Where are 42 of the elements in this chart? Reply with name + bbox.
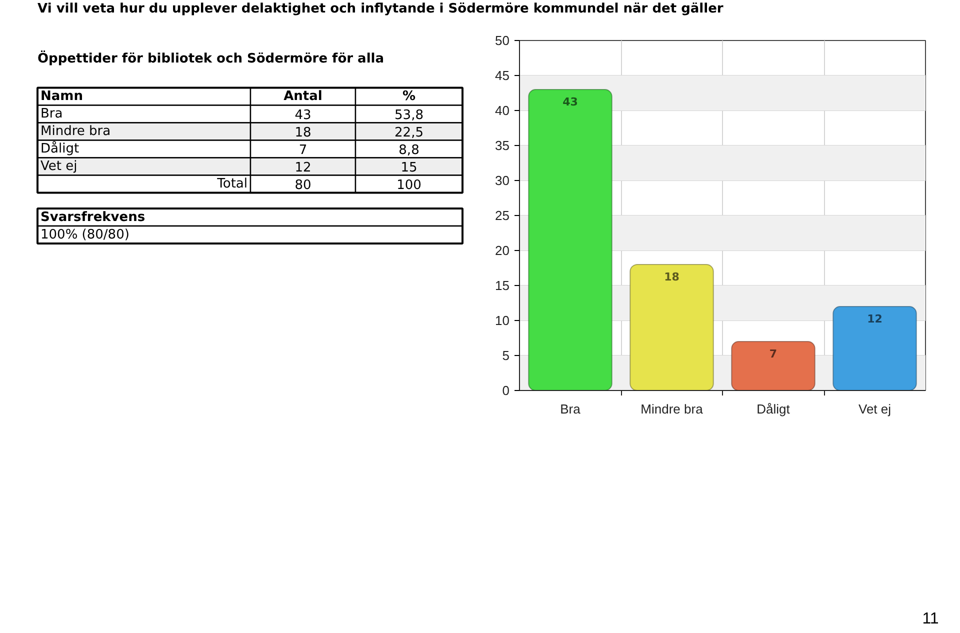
text: Vi vill veta hur du upplever delaktighet och inflytande i Södermöre kommundel när det gäller [38,2,724,16]
y-tick-label: 0 [502,383,510,398]
category-label: Vet ej [40,159,78,174]
text: 53,8 [394,108,424,123]
y-tick-label: 20 [495,243,510,258]
text: 8,8 [398,143,420,158]
text: Svarsfrekvens [40,210,146,225]
data-label: 7 [769,348,778,360]
y-tick-label: 35 [495,138,510,153]
text: 11 [922,610,939,628]
y-tick-label: 25 [495,208,510,223]
category-label: Mindre bra [40,124,111,139]
y-tick-label: 45 [495,68,510,83]
text: 80 [294,178,312,193]
text: 43 [294,108,312,123]
x-tick-label: Mindre bra [640,402,704,416]
data-label: 43 [562,96,578,108]
category-label: Dåligt [40,142,80,156]
y-tick-label: 5 [502,348,510,363]
text: 15 [400,160,418,176]
category-label: Bra [40,106,63,122]
text: 18 [294,126,312,140]
y-tick-label: 15 [495,278,510,293]
text: 22,5 [394,126,424,140]
y-tick-label: 50 [495,33,510,48]
text: 12 [294,160,312,176]
x-tick-label: Vet ej [858,402,892,416]
y-tick-label: 10 [495,313,510,328]
text: Öppettider för bibliotek och Södermöre för alla [38,49,384,66]
x-tick-label: Dåligt [756,402,790,416]
text: Total [216,176,248,192]
text: 100% (80/80) [40,227,130,242]
data-label: 12 [867,312,882,326]
text: 7 [298,143,308,158]
x-tick-label: Bra [560,402,582,416]
text: Antal [284,89,322,104]
text: Namn [40,89,83,104]
y-tick-label: 40 [495,103,510,118]
y-tick-label: 30 [495,173,510,188]
data-label: 18 [664,270,680,284]
text: % [402,89,416,104]
text: 100 [396,178,422,193]
